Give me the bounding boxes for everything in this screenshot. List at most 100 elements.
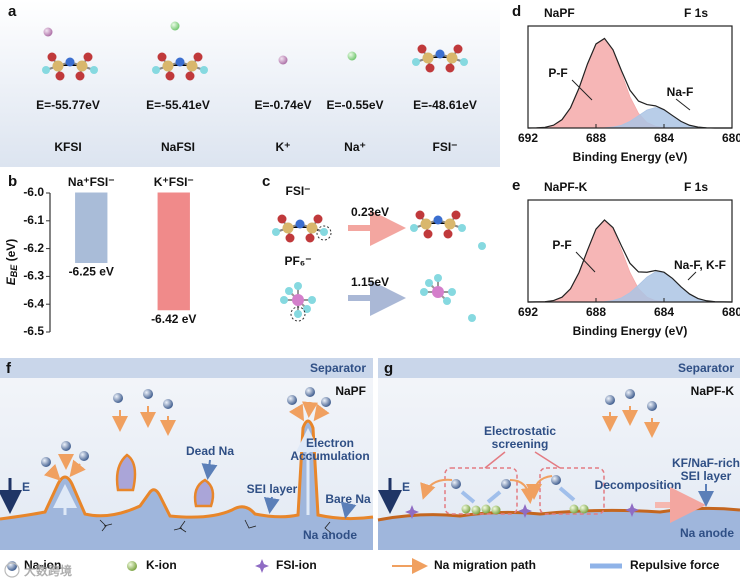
pointer: [263, 496, 280, 514]
panel-f: f Separator NaPF Dead Na Electron Accumu…: [0, 358, 374, 550]
x-tick-label: 680: [722, 131, 740, 145]
annotation: SEI layer: [681, 469, 732, 483]
envelope: [527, 37, 732, 129]
y-tick-label: -6.1: [23, 213, 44, 227]
annotation: Bare Na: [325, 492, 371, 506]
legend-label: Repulsive force: [630, 558, 720, 572]
dead-na: [193, 478, 215, 508]
annotation-line: [571, 79, 593, 101]
annotation: SEI layer: [247, 482, 298, 496]
panel-g: g Separator NaPF-K Electrostatic screeni…: [377, 358, 740, 550]
annotation: Electrostatic: [484, 424, 556, 438]
species-label: FSI⁻: [285, 184, 310, 198]
x-tick-label: 684: [654, 131, 674, 145]
value-label: -6.42 eV: [151, 312, 196, 326]
x-tick-label: 688: [586, 305, 606, 319]
panel-label: e: [512, 177, 520, 194]
separator-label: Separator: [310, 361, 366, 375]
migration-arrows: [43, 401, 330, 481]
energy-label: E=-48.61eV: [413, 98, 477, 112]
annotation: P-F: [548, 66, 567, 80]
plot-frame: [527, 25, 733, 129]
annotation: Accumulation: [290, 449, 369, 463]
pointer: [484, 451, 561, 469]
anode-label: Na anode: [680, 526, 734, 540]
f-atom: [478, 242, 486, 250]
na-ions: [451, 389, 657, 489]
annotation-line: [687, 271, 697, 281]
y-tick-label: -6.3: [23, 269, 44, 283]
annotation: KF/NaF-rich: [672, 456, 740, 470]
legend-swatch: [255, 559, 269, 573]
panel-label: f: [6, 360, 12, 377]
x-tick-label: 692: [518, 305, 538, 319]
anode: [378, 508, 740, 550]
legend-label: Na-ion: [24, 558, 61, 572]
k-atom: [43, 27, 53, 37]
pointer: [201, 459, 218, 480]
annotation-line: [675, 98, 691, 111]
peak-fit: [527, 38, 732, 129]
sei-surface: [0, 419, 374, 521]
annotation: screening: [492, 437, 549, 451]
separator-label: Separator: [678, 361, 734, 375]
separator: [378, 358, 740, 378]
na-atom: [347, 51, 357, 61]
y-tick-label: -6.2: [23, 241, 44, 255]
legend-label: Na migration path: [434, 558, 536, 572]
y-tick-label: -6.0: [23, 185, 44, 199]
x-axis-label: Binding Energy (eV): [573, 324, 688, 338]
x-axis-label: Binding Energy (eV): [573, 150, 688, 164]
annotation: Electron: [306, 436, 354, 450]
y-axis-label: EBE (eV): [4, 239, 19, 286]
panel-c: c FSI⁻ 0.23eV PF₆⁻ 1.15eV: [262, 173, 486, 322]
species-label: FSI⁻: [432, 140, 457, 154]
species-label: PF₆⁻: [284, 254, 311, 268]
chart-subtitle: F 1s: [684, 6, 708, 20]
panel-label: c: [262, 173, 270, 190]
legend-label: FSI-ion: [276, 558, 317, 572]
molecule: [279, 281, 317, 319]
y-tick-label: -6.4: [23, 296, 44, 310]
panel-label: b: [8, 173, 17, 190]
separator: [0, 358, 373, 378]
k-atom: [278, 55, 288, 65]
annotation: Decomposition: [595, 478, 682, 492]
panel-label: g: [384, 360, 393, 377]
bar: [157, 192, 190, 311]
molecule: [420, 274, 456, 305]
panel-b: b EBE (eV): [4, 173, 19, 285]
field-label: E: [22, 480, 30, 494]
pointer: [340, 501, 357, 519]
annotation: P-F: [552, 238, 571, 252]
energy-label: E=-0.74eV: [254, 98, 311, 112]
plot-frame: [527, 199, 733, 303]
electrolyte-label: NaPF-K: [691, 384, 735, 398]
chart-title: NaPF: [544, 6, 575, 20]
watermark-icon: [4, 562, 20, 578]
panel-label: a: [8, 3, 17, 20]
energy-label: E=-0.55eV: [326, 98, 383, 112]
legend: Na-ion K-ion FSI-ion Na migration path R…: [4, 558, 720, 578]
f-atom: [468, 314, 476, 322]
legend-swatch: [127, 561, 137, 571]
migration-arrows: [420, 406, 660, 504]
panel-a-items: E=-55.77eV KFSI E=-55.41eV NaFSI E=-0.74eV K⁺…: [36, 98, 477, 154]
y-axis-label-sub: BE: [9, 264, 19, 277]
category-label: K⁺FSI⁻: [154, 175, 194, 189]
energy-label: 1.15eV: [351, 275, 389, 289]
crack: [99, 519, 332, 534]
electrolyte-label: NaPF: [335, 384, 366, 398]
annotation: Dead Na: [186, 444, 234, 458]
species-label: Na⁺: [344, 140, 366, 154]
bar: [75, 192, 108, 263]
leaving-atom: [316, 225, 332, 241]
molecule: [271, 213, 329, 244]
panel-a: a E=-55.77eV KFSI E=-55.41eV NaFSI E=-0.74eV…: [0, 0, 500, 167]
anode-label: Na anode: [303, 528, 357, 542]
annotation: Na-F, K-F: [674, 258, 726, 272]
watermark: 大数跨境: [24, 563, 72, 578]
chart-title: NaPF-K: [544, 180, 588, 194]
species-label: NaFSI: [161, 140, 195, 154]
